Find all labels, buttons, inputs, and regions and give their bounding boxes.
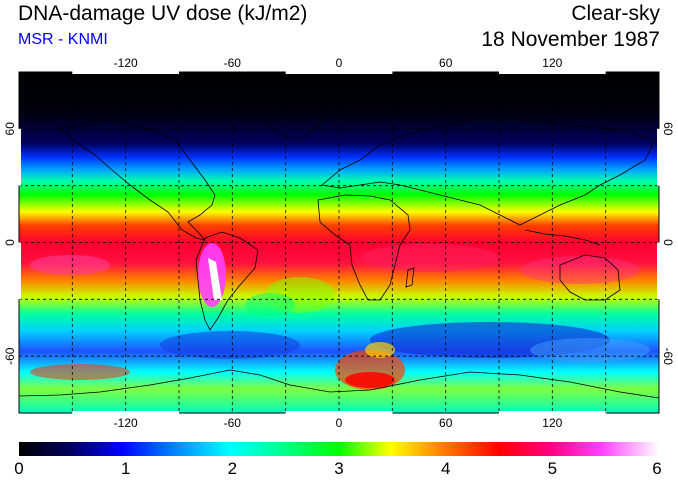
colorbar-tick: 3 xyxy=(334,459,343,478)
greenland-coast xyxy=(254,89,331,141)
colorbar xyxy=(19,442,659,456)
africa-coast xyxy=(317,194,411,301)
source-label: MSR - KNMI xyxy=(18,31,108,48)
map-frame xyxy=(18,71,660,414)
madagascar-coast xyxy=(405,267,415,288)
lon-label-top: -60 xyxy=(224,56,242,70)
colorbar-tick: 0 xyxy=(14,459,23,478)
latitude-labels-right: 60 0 -60 xyxy=(661,122,675,365)
lon-label-top: 60 xyxy=(439,56,453,70)
lat-label-left: 60 xyxy=(3,122,17,136)
andes-white-patch xyxy=(208,258,222,300)
sky-condition-label: Clear-sky xyxy=(571,2,660,25)
colorbar-labels: 0 1 2 3 4 5 6 xyxy=(14,459,661,478)
eurasia-coast xyxy=(321,119,656,226)
colorbar-tick: 2 xyxy=(228,459,237,478)
colorbar-tick: 5 xyxy=(548,459,557,478)
lat-label-left: -60 xyxy=(3,347,17,365)
indonesia-coast xyxy=(524,229,601,246)
lon-label-top: 120 xyxy=(542,56,562,70)
colorbar-tick: 4 xyxy=(441,459,450,478)
lon-label-top: 0 xyxy=(336,56,343,70)
lat-label-right: 60 xyxy=(661,122,675,136)
map-title: DNA-damage UV dose (kJ/m2) xyxy=(18,2,308,25)
lon-label-bottom: 60 xyxy=(439,416,453,430)
lat-label-right: 0 xyxy=(661,239,675,246)
longitude-labels-bottom: -120 -60 0 60 120 xyxy=(114,416,563,430)
lon-label-bottom: 120 xyxy=(542,416,562,430)
uv-field-anomalies xyxy=(30,243,650,390)
antarctica-coast xyxy=(19,369,659,399)
longitude-labels-top: -120 -60 0 60 120 xyxy=(114,56,563,70)
north-america-coast xyxy=(59,119,216,241)
date-label: 18 November 1987 xyxy=(481,28,660,51)
south-america-coast xyxy=(195,231,259,331)
australia-coast xyxy=(559,254,621,301)
lat-label-right: -60 xyxy=(661,348,675,366)
lon-label-bottom: -120 xyxy=(114,416,138,430)
graticule xyxy=(19,72,659,413)
latitude-labels-left: 60 0 -60 xyxy=(3,122,17,365)
lon-label-top: -120 xyxy=(114,56,138,70)
lon-label-bottom: -60 xyxy=(224,416,242,430)
colorbar-tick: 6 xyxy=(652,459,661,478)
lat-label-left: 0 xyxy=(3,239,17,246)
lon-label-bottom: 0 xyxy=(336,416,343,430)
coastlines xyxy=(19,89,659,399)
colorbar-tick: 1 xyxy=(121,459,130,478)
